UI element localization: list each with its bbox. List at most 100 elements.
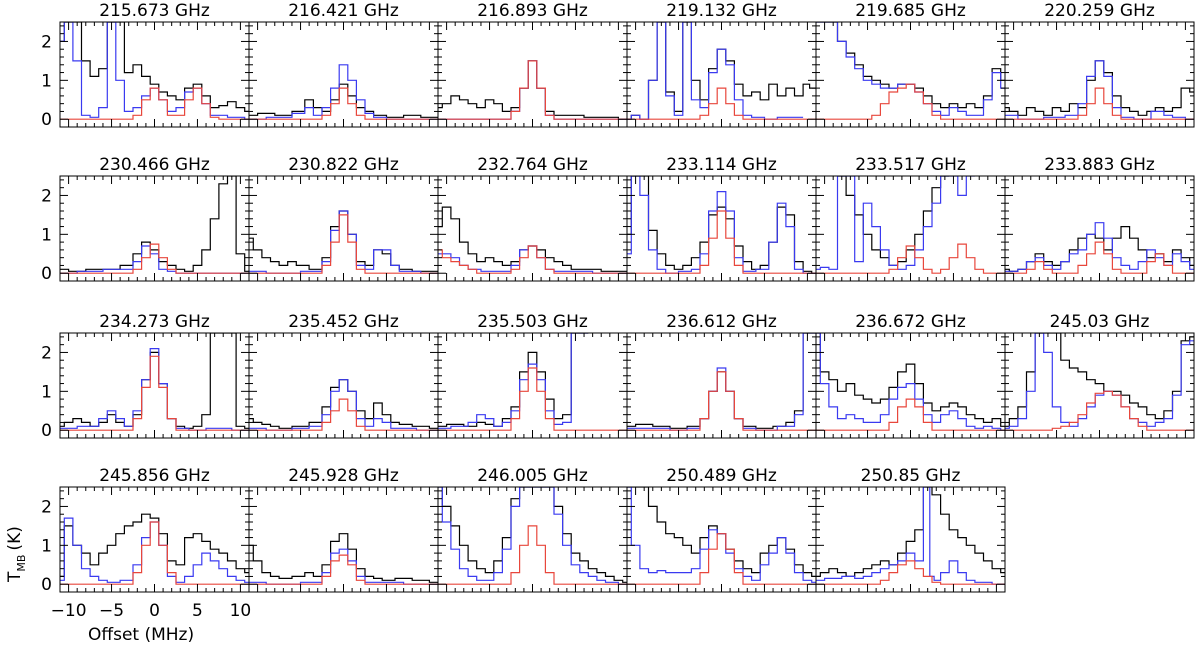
panel-traces — [816, 22, 1005, 120]
panel-frame — [815, 21, 1006, 128]
panel-title: 250.85 GHz — [861, 466, 961, 486]
panel: 235.503 GHz — [437, 312, 628, 439]
spectrum-red-line — [438, 60, 627, 120]
spectrum-red-line — [249, 554, 438, 585]
spectrum-red-line — [627, 87, 816, 120]
spectrum-blue-line — [249, 379, 438, 431]
panel-traces — [627, 22, 816, 120]
panel: 230.466 GHz 0 1 2 — [41, 155, 250, 284]
spectrum-red-line — [60, 521, 249, 585]
panel-traces — [60, 333, 249, 431]
spectrum-blue-line — [816, 176, 975, 270]
panel-traces — [249, 533, 438, 585]
spectrum-red-line — [816, 560, 1005, 585]
spectrum-red-line — [438, 367, 627, 431]
panel-frame — [437, 486, 628, 593]
spectrum-red-line — [60, 87, 249, 120]
spectrum-blue-line — [60, 517, 249, 583]
spectrum-blue-line — [249, 210, 438, 274]
panel: 215.673 GHz 0 1 2 — [41, 1, 250, 130]
panel-traces — [627, 487, 816, 585]
spectrum-black-line — [816, 487, 1005, 577]
panel-frame — [815, 332, 1006, 439]
panel: 232.764 GHz — [437, 155, 628, 282]
spectrum-black-line — [1005, 226, 1194, 272]
panel-traces — [249, 210, 438, 274]
panel-traces — [438, 60, 627, 120]
spectrum-black-line — [249, 379, 438, 429]
y-tick-label: 2 — [41, 343, 52, 363]
panel: 233.517 GHz — [815, 155, 1006, 282]
y-tick-label: 0 — [41, 575, 52, 595]
panel: 245.03 GHz — [1004, 312, 1195, 439]
panel: 216.421 GHz — [248, 1, 439, 128]
panel: 216.893 GHz — [437, 1, 628, 128]
spectrum-blue-line — [627, 22, 804, 120]
spectrum-blue-line — [249, 64, 438, 120]
spectrum-blue-line — [816, 22, 1005, 116]
panel-title: 216.421 GHz — [288, 1, 399, 21]
y-tick-label: 0 — [41, 421, 52, 441]
spectrum-blue-line — [816, 333, 1005, 431]
spectrum-red-line — [816, 83, 1005, 120]
y-axis-title-main: T — [5, 571, 25, 583]
panel-frame — [59, 175, 250, 282]
spectrum-red-line — [627, 371, 816, 431]
panel: 250.489 GHz — [626, 466, 817, 593]
y-tick-label: 1 — [41, 225, 52, 245]
spectrum-blue-line — [627, 333, 816, 431]
panel-traces — [816, 333, 1005, 431]
panel-title: 245.856 GHz — [99, 466, 210, 486]
spectrum-black-line — [60, 333, 249, 429]
panel-title: 215.673 GHz — [99, 1, 210, 21]
y-tick-label: 1 — [41, 382, 52, 402]
panel: 245.928 GHz — [248, 466, 439, 593]
spectrum-red-line — [60, 355, 249, 431]
spectrum-black-line — [249, 210, 438, 272]
panel-traces — [627, 333, 816, 431]
spectrum-red-line — [627, 533, 816, 585]
y-tick-label: 1 — [41, 71, 52, 91]
spectrum-red-line — [627, 210, 816, 274]
panel: 250.85 GHz — [815, 466, 1006, 593]
spectrum-blue-line — [1005, 222, 1194, 272]
panel-title: 236.612 GHz — [666, 312, 777, 332]
spectrum-black-line — [816, 333, 1005, 427]
panel-frame — [437, 21, 628, 128]
panel-title: 233.517 GHz — [855, 155, 966, 175]
y-tick-label: 0 — [41, 264, 52, 284]
panel-frame — [626, 21, 817, 128]
panel-traces — [60, 513, 249, 585]
spectrum-red-line — [1005, 87, 1194, 120]
panel-frame — [437, 332, 628, 439]
y-tick-label: 0 — [41, 110, 52, 130]
panel-title: 216.893 GHz — [477, 1, 588, 21]
panel: 236.672 GHz — [815, 312, 1006, 439]
spectrum-blue-line — [1005, 60, 1194, 120]
x-tick-label: 0 — [149, 601, 160, 621]
x-axis-title: Offset (MHz) — [88, 625, 194, 645]
spectrum-blue-line — [816, 487, 1005, 585]
panel-frame — [59, 486, 250, 593]
spectrum-black-line — [60, 176, 249, 272]
panel-traces — [1005, 333, 1194, 431]
y-tick-label: 2 — [41, 497, 52, 517]
panel: 219.132 GHz — [626, 1, 817, 128]
spectrum-red-line — [1005, 390, 1194, 431]
panel: 230.822 GHz — [248, 155, 439, 282]
panel-title: 236.672 GHz — [855, 312, 966, 332]
panel-frame — [248, 21, 439, 128]
spectrum-black-line — [60, 513, 249, 577]
panel: 233.883 GHz — [1004, 155, 1195, 282]
spectrum-black-line — [438, 60, 627, 120]
panel-frame — [626, 486, 817, 593]
panel-frame — [1004, 332, 1195, 439]
panel: 246.005 GHz — [437, 466, 628, 593]
panel: 236.612 GHz — [626, 312, 817, 439]
panel-traces — [438, 487, 627, 585]
spectrum-red-line — [816, 243, 1005, 274]
y-tick-label: 2 — [41, 32, 52, 52]
spectrum-red-line — [249, 87, 438, 120]
panel-title: 232.764 GHz — [477, 155, 588, 175]
panel-title: 245.928 GHz — [288, 466, 399, 486]
